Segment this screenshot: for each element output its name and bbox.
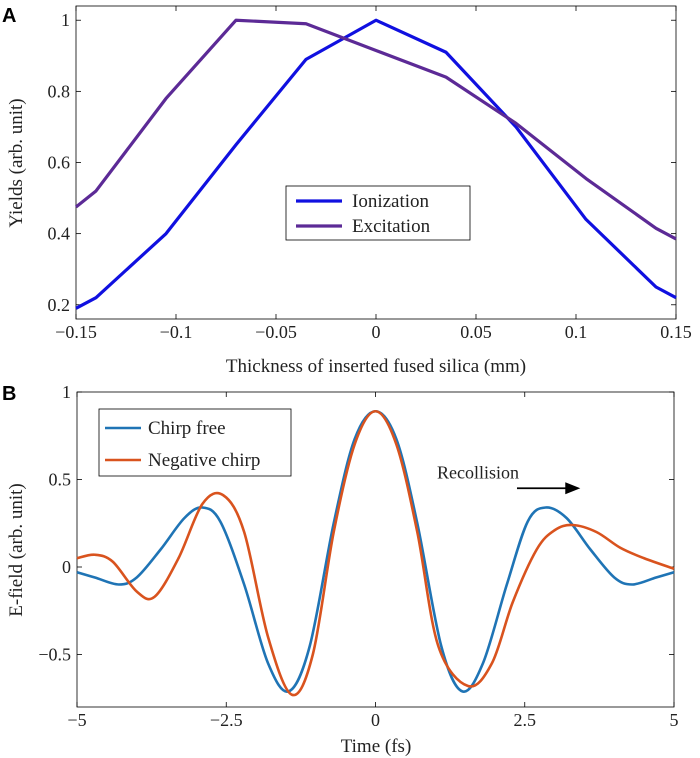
panel-b-x-tick-label: −2.5 xyxy=(210,710,243,730)
recollision-arrow xyxy=(516,482,581,495)
panel-a-y-tick-label: 0.2 xyxy=(48,295,71,315)
panel-b-x-tick-label: 5 xyxy=(670,710,679,730)
panel-a-y-axis-label: Yields (arb. unit) xyxy=(6,98,27,227)
panel-a-legend: Ionization Excitation xyxy=(285,185,471,241)
panel-a-y-tick-label: 0.6 xyxy=(48,153,71,173)
panel-a-x-tick-label: −0.15 xyxy=(55,322,97,342)
series-line-ionization xyxy=(75,18,677,310)
recollision-annotation: Recollision xyxy=(437,463,519,483)
panel-a-x-tick-label: 0.05 xyxy=(460,322,492,342)
panel-b-y-axis-label: E-field (arb. unit) xyxy=(6,483,27,616)
panel-b-chart: −5 −2.5 0 2.5 5 −0.5 0 0.5 1 Time (fs) E-field … xyxy=(6,382,679,757)
panel-b-y-tick-label: 0 xyxy=(62,557,71,577)
panel-a-x-tick-label: −0.1 xyxy=(160,322,193,342)
panel-b-x-tick-label: 0 xyxy=(371,710,380,730)
panel-a-x-tick-label: −0.05 xyxy=(255,322,297,342)
panel-b-legend-box xyxy=(98,408,292,477)
panel-b-y-tick-label: −0.5 xyxy=(38,645,71,665)
series-line-negative-chirp xyxy=(76,409,675,697)
legend-chirp-free-label: Chirp free xyxy=(148,418,226,439)
series-line-excitation xyxy=(75,18,677,241)
panel-a-x-tick-label: 0 xyxy=(372,322,381,342)
panel-a-series xyxy=(75,18,677,310)
panel-a-plot-frame xyxy=(75,5,677,320)
panel-a-x-tick-label: 0.15 xyxy=(660,322,692,342)
panel-b-legend: Chirp free Negative chirp xyxy=(98,408,292,477)
recollision-arrow-head xyxy=(565,482,581,495)
panel-a-letter: A xyxy=(2,5,16,27)
panel-a-legend-box xyxy=(285,185,471,241)
panel-a-chart: −0.15 −0.1 −0.05 0 0.05 0.1 0.15 0.2 0.4 0.6 0.8 1… xyxy=(6,5,692,377)
panel-b-y-tick-label: 1 xyxy=(62,382,71,402)
panel-a-x-tick-label: 0.1 xyxy=(565,322,588,342)
panel-b-y-ticks: −0.5 0 0.5 1 xyxy=(38,382,674,665)
panel-b-x-tick-label: −5 xyxy=(67,710,86,730)
panel-a-y-tick-label: 0.8 xyxy=(48,81,71,101)
panel-b-letter: B xyxy=(2,383,16,405)
panel-a-y-tick-label: 0.4 xyxy=(48,224,71,244)
panel-a-y-ticks: 0.2 0.4 0.6 0.8 1 xyxy=(48,10,676,315)
panel-b-x-axis-label: Time (fs) xyxy=(341,736,412,757)
panel-a-y-tick-label: 1 xyxy=(61,10,70,30)
legend-negative-chirp-label: Negative chirp xyxy=(148,450,260,471)
legend-ionization-label: Ionization xyxy=(352,191,430,212)
panel-a-x-axis-label: Thickness of inserted fused silica (mm) xyxy=(226,356,526,377)
panel-b-series xyxy=(76,409,675,697)
legend-excitation-label: Excitation xyxy=(352,216,431,237)
panel-b-x-tick-label: 2.5 xyxy=(514,710,537,730)
panel-b-x-ticks: −5 −2.5 0 2.5 5 xyxy=(67,392,679,730)
panel-b-y-tick-label: 0.5 xyxy=(49,470,72,490)
panel-a-x-ticks: −0.15 −0.1 −0.05 0 0.05 0.1 0.15 xyxy=(55,6,692,342)
